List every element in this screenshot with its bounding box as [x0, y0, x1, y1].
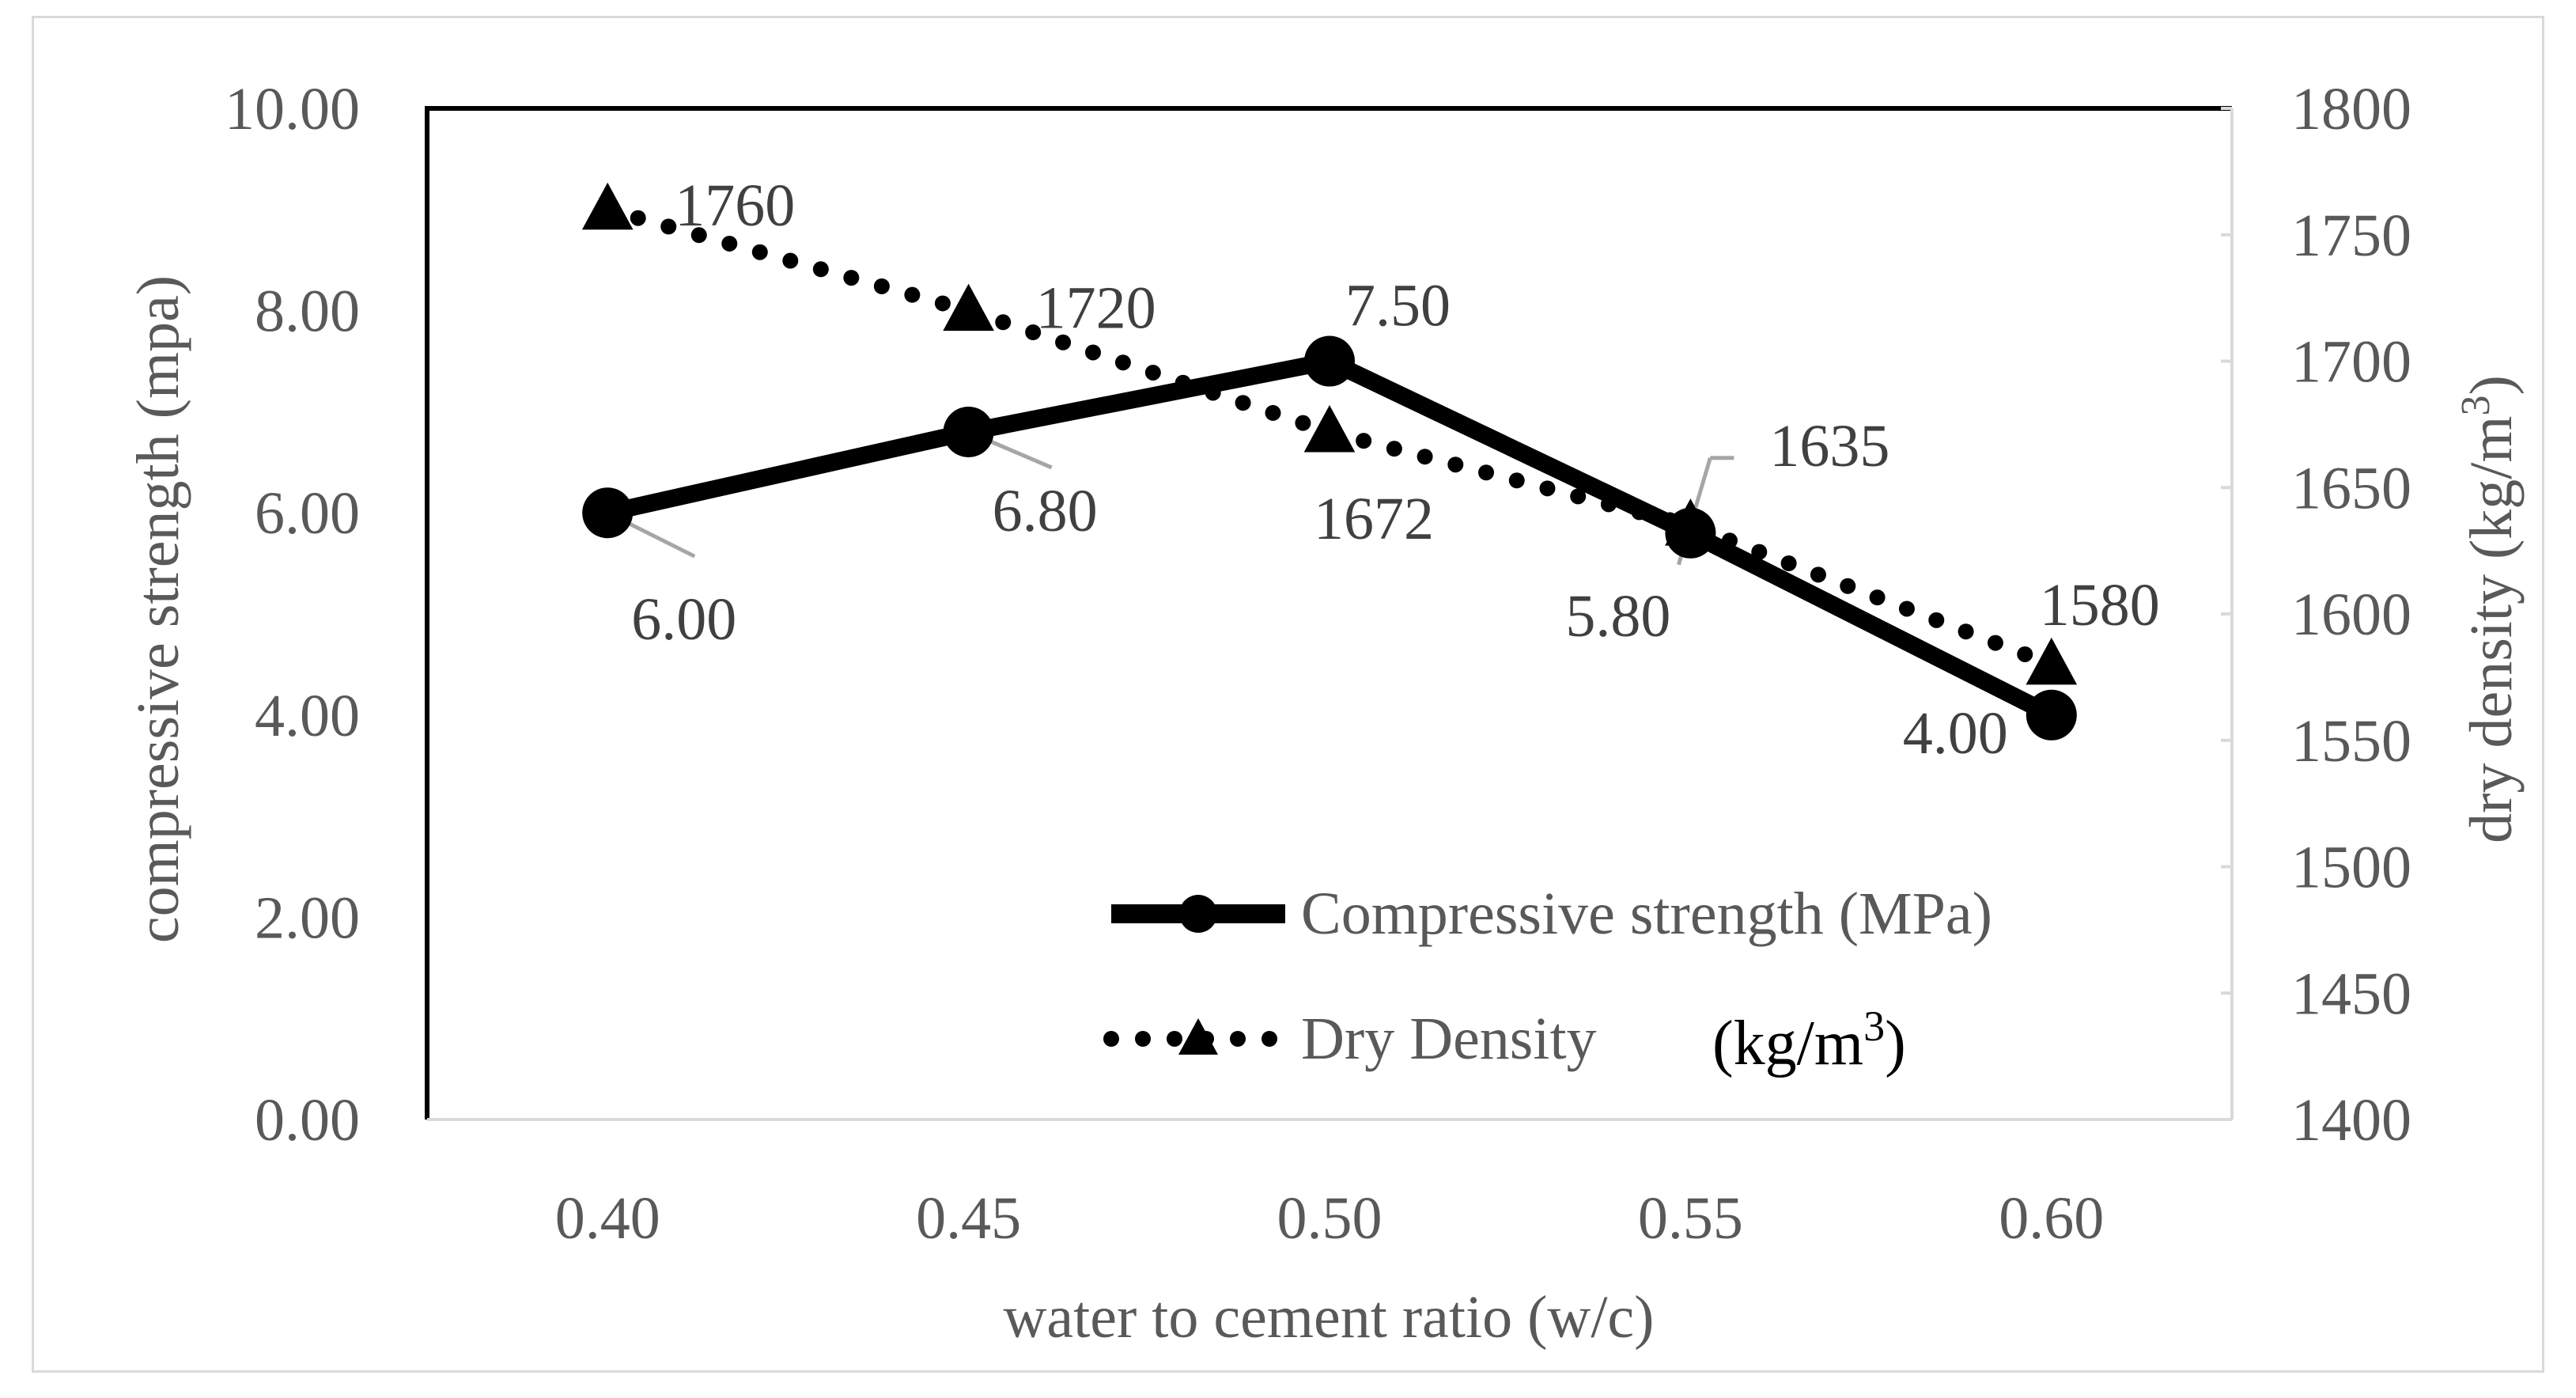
density-data-label: 1720 — [1036, 275, 1156, 342]
density-point — [943, 283, 994, 332]
y-right-tick-label: 1550 — [2291, 708, 2411, 775]
y-right-axis-title: dry density (kg/m3) — [2453, 375, 2525, 843]
y-left-axis-title: compressive strength (mpa) — [125, 275, 191, 943]
y-right-title-end: ) — [2458, 375, 2525, 395]
strength-data-label: 4.00 — [1903, 700, 2008, 767]
density-point — [1665, 498, 1716, 546]
density-point — [581, 182, 634, 230]
y-left-tick-label: 6.00 — [255, 480, 360, 547]
y-right-tick-label: 1400 — [2291, 1087, 2411, 1154]
y-right-title-sup: 3 — [2453, 395, 2498, 415]
density-data-label: 1760 — [675, 172, 795, 239]
x-tick-label: 0.40 — [555, 1185, 660, 1252]
legend-unit-sup: 3 — [1863, 1002, 1885, 1050]
legend-strength-label: Compressive strength (MPa) — [1301, 881, 1992, 947]
y-right-ticks: 1400 1450 1500 1550 1600 1650 1700 1750 1800 — [2221, 76, 2411, 1154]
y-right-tick-label: 1450 — [2291, 960, 2411, 1027]
density-point — [2026, 637, 2078, 685]
series-layer — [581, 182, 2078, 741]
strength-data-label: 7.50 — [1345, 273, 1451, 339]
x-tick-label: 0.45 — [916, 1185, 1021, 1252]
legend-unit-end: ) — [1885, 1009, 1906, 1078]
y-right-tick-label: 1500 — [2291, 835, 2411, 901]
legend-strength-marker — [1179, 895, 1217, 933]
y-left-tick-label: 2.00 — [255, 885, 360, 951]
x-tick-label: 0.60 — [1999, 1185, 2104, 1252]
legend-unit-main: (kg/m — [1712, 1009, 1863, 1078]
strength-data-label: 6.00 — [631, 586, 736, 653]
y-left-ticks: 0.00 2.00 4.00 6.00 8.00 10.00 — [225, 76, 360, 1154]
density-data-label: 1635 — [1769, 413, 1889, 479]
strength-data-label: 5.80 — [1565, 583, 1670, 650]
label-leader-lines — [607, 430, 1734, 566]
strength-point — [943, 406, 994, 457]
strength-point — [2026, 689, 2077, 741]
legend-density-unit: (kg/m3) — [1712, 1002, 1906, 1078]
y-right-tick-label: 1800 — [2291, 76, 2411, 142]
y-right-tick-label: 1650 — [2291, 455, 2411, 521]
density-data-label: 1672 — [1314, 486, 1434, 552]
legend-density-marker — [1178, 1018, 1218, 1055]
strength-point — [1304, 335, 1355, 387]
y-left-tick-label: 0.00 — [255, 1087, 360, 1154]
chart-frame — [32, 16, 2544, 1373]
density-point — [1303, 404, 1356, 453]
x-axis-title: water to cement ratio (w/c) — [1004, 1284, 1655, 1351]
y-right-tick-label: 1750 — [2291, 203, 2411, 269]
legend-density-label: Dry Density — [1301, 1006, 1597, 1072]
x-ticks: 0.40 0.45 0.50 0.55 0.60 — [555, 1185, 2105, 1252]
y-right-tick-label: 1700 — [2291, 329, 2411, 396]
x-tick-label: 0.55 — [1638, 1185, 1743, 1252]
y-left-tick-label: 4.00 — [255, 683, 360, 749]
y-right-tick-label: 1600 — [2291, 582, 2411, 648]
data-labels: 6.00 6.80 7.50 5.80 4.00 1760 1720 1672 1635 1580 — [631, 172, 2160, 767]
x-tick-label: 0.50 — [1277, 1185, 1383, 1252]
strength-data-label: 6.80 — [993, 478, 1098, 544]
y-left-tick-label: 8.00 — [255, 278, 360, 345]
density-data-label: 1580 — [2040, 572, 2160, 638]
y-left-tick-label: 10.00 — [225, 76, 360, 142]
y-right-title-main: dry density (kg/m — [2458, 415, 2525, 843]
legend: Compressive strength (MPa) Dry Density (… — [1103, 881, 1992, 1078]
strength-point — [582, 487, 634, 539]
